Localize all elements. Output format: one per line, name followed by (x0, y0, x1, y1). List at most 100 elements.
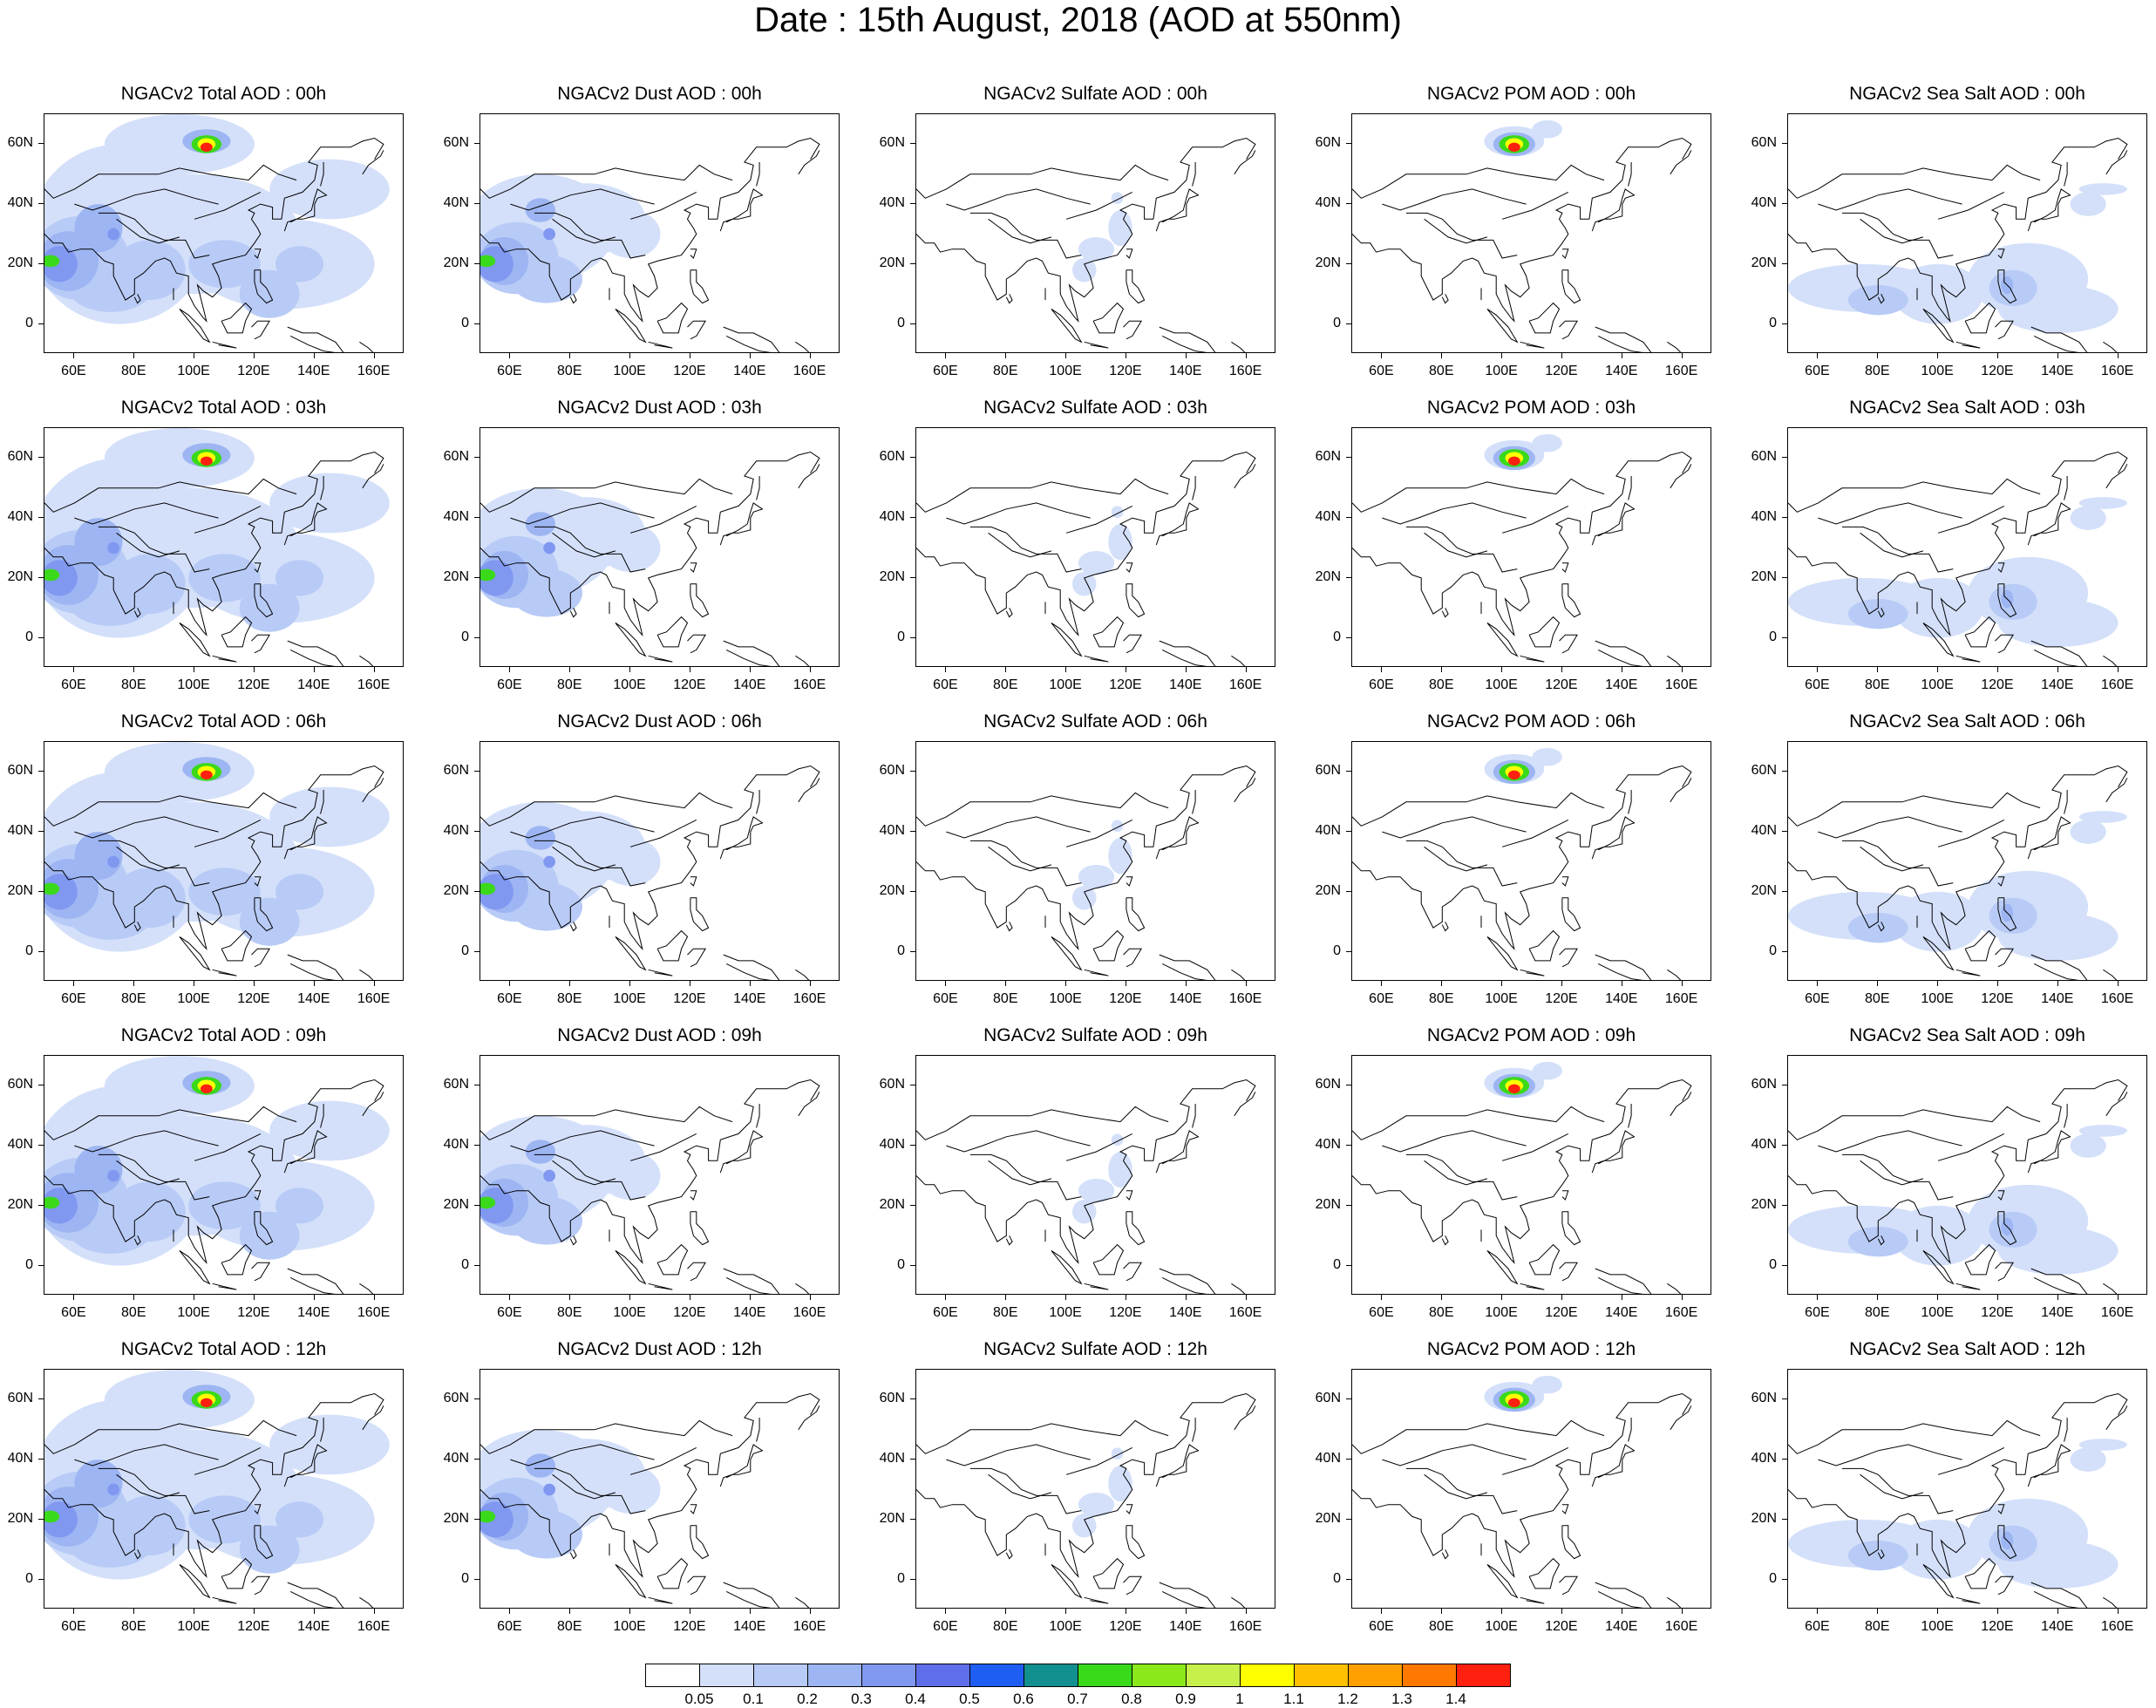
coastline (1670, 778, 1692, 803)
lat-tick-label: 40N (1751, 1451, 1777, 1466)
lon-tick (1561, 1609, 1562, 1614)
lat-tick-label: 20N (879, 1510, 905, 1526)
lon-tick-label: 160E (1228, 1619, 1262, 1634)
lon-tick-label: 160E (792, 677, 826, 692)
lon-tick-label: 80E (993, 1619, 1018, 1634)
aod-plume (44, 1187, 78, 1224)
lon-tick (73, 1295, 75, 1300)
aod-plume (543, 855, 556, 868)
lon-tick (133, 981, 135, 986)
aod-plume (1111, 1133, 1124, 1147)
lat-tick-label: 20N (879, 255, 905, 270)
coastline (719, 816, 764, 860)
lon-tick-label: 80E (557, 991, 582, 1006)
coastline (287, 640, 344, 666)
lon-tick (133, 1295, 135, 1300)
coastline (116, 1473, 180, 1500)
lat-tick (474, 771, 479, 772)
colorbar-swatch (1348, 1664, 1403, 1687)
lat-tick (910, 831, 915, 833)
aod-map (44, 428, 390, 666)
lon-tick (2117, 353, 2119, 358)
coastline (2064, 790, 2068, 814)
lon-tick (1065, 1609, 1067, 1614)
aod-plume (1989, 897, 2037, 934)
lon-tick (569, 1609, 571, 1614)
colorbar-swatch (1240, 1664, 1295, 1687)
coastline (1591, 188, 1636, 232)
lat-tick (38, 1145, 44, 1147)
coastline (194, 191, 262, 220)
lon-tick (2057, 1609, 2058, 1614)
coastline (1405, 1467, 1518, 1514)
lon-tick-label: 160E (1664, 1305, 1698, 1320)
lon-tick-label: 60E (1369, 364, 1394, 378)
lat-tick (1782, 576, 1787, 578)
lat-tick (474, 262, 479, 264)
aod-map (480, 451, 820, 666)
lon-tick (945, 1609, 947, 1614)
coastline (320, 162, 324, 187)
aod-plume (275, 874, 324, 910)
coastline (1997, 562, 2005, 573)
coastline (1231, 341, 1246, 352)
map-panel-dust (479, 1369, 840, 1609)
panel-title: NGACv2 Sea Salt AOD : 00h (1849, 84, 2085, 104)
lat-tick-label: 20N (1751, 1510, 1777, 1526)
coastline (2105, 150, 2128, 175)
lon-tick (1441, 981, 1443, 986)
coastline (1155, 1130, 1200, 1174)
lat-tick (474, 1398, 479, 1400)
coastline (969, 1153, 1082, 1201)
lat-tick (1782, 1264, 1787, 1266)
coastline (1559, 1575, 1578, 1596)
aod-plume (525, 512, 556, 536)
lon-tick (373, 353, 375, 358)
aod-map (916, 451, 1256, 666)
lon-tick (1817, 981, 1819, 986)
coastline (1005, 1549, 1013, 1560)
lon-tick (749, 1609, 751, 1614)
coastline (2030, 1582, 2088, 1608)
aod-map (1352, 1061, 1692, 1294)
coastline (1997, 1190, 2005, 1201)
aod-plume (74, 1460, 123, 1508)
coastline (1670, 464, 1692, 489)
coastline (254, 1190, 262, 1201)
panel-title: NGACv2 POM AOD : 00h (1426, 84, 1636, 104)
coastline (1860, 1473, 1924, 1500)
aod-plume (113, 240, 186, 301)
coastline (534, 1467, 646, 1514)
lon-tick-label: 100E (613, 1305, 646, 1320)
aod-map (480, 765, 820, 980)
coastline (2105, 464, 2128, 489)
lat-tick-label: 60N (879, 763, 905, 779)
coastline (1382, 188, 1527, 211)
coastline (1528, 302, 1561, 334)
lon-tick (73, 1609, 75, 1614)
lat-tick-label: 60N (1315, 449, 1341, 465)
coastline (552, 846, 616, 872)
lon-tick-label: 60E (61, 991, 86, 1006)
coastline (916, 1079, 1256, 1264)
coastline (1860, 1160, 1924, 1186)
lon-tick (1937, 1609, 1939, 1614)
coastline (1788, 1106, 2041, 1140)
coastline (569, 294, 577, 304)
lon-tick (1245, 353, 1247, 358)
coastline (690, 876, 697, 887)
coastline (1231, 969, 1246, 980)
lat-tick (910, 517, 915, 519)
lon-tick-label: 160E (792, 364, 826, 378)
coastline (687, 1262, 706, 1282)
coastline (687, 1575, 706, 1596)
lon-tick-label: 140E (2041, 1619, 2074, 1634)
lon-tick-label: 100E (613, 364, 646, 378)
coastline (283, 502, 328, 546)
coastline (2030, 326, 2088, 352)
lon-tick-label: 60E (1369, 1619, 1394, 1634)
coastline (2027, 816, 2071, 860)
lat-tick-label: 40N (1315, 823, 1341, 839)
lon-tick (1681, 1609, 1683, 1614)
aod-plume (543, 541, 556, 555)
